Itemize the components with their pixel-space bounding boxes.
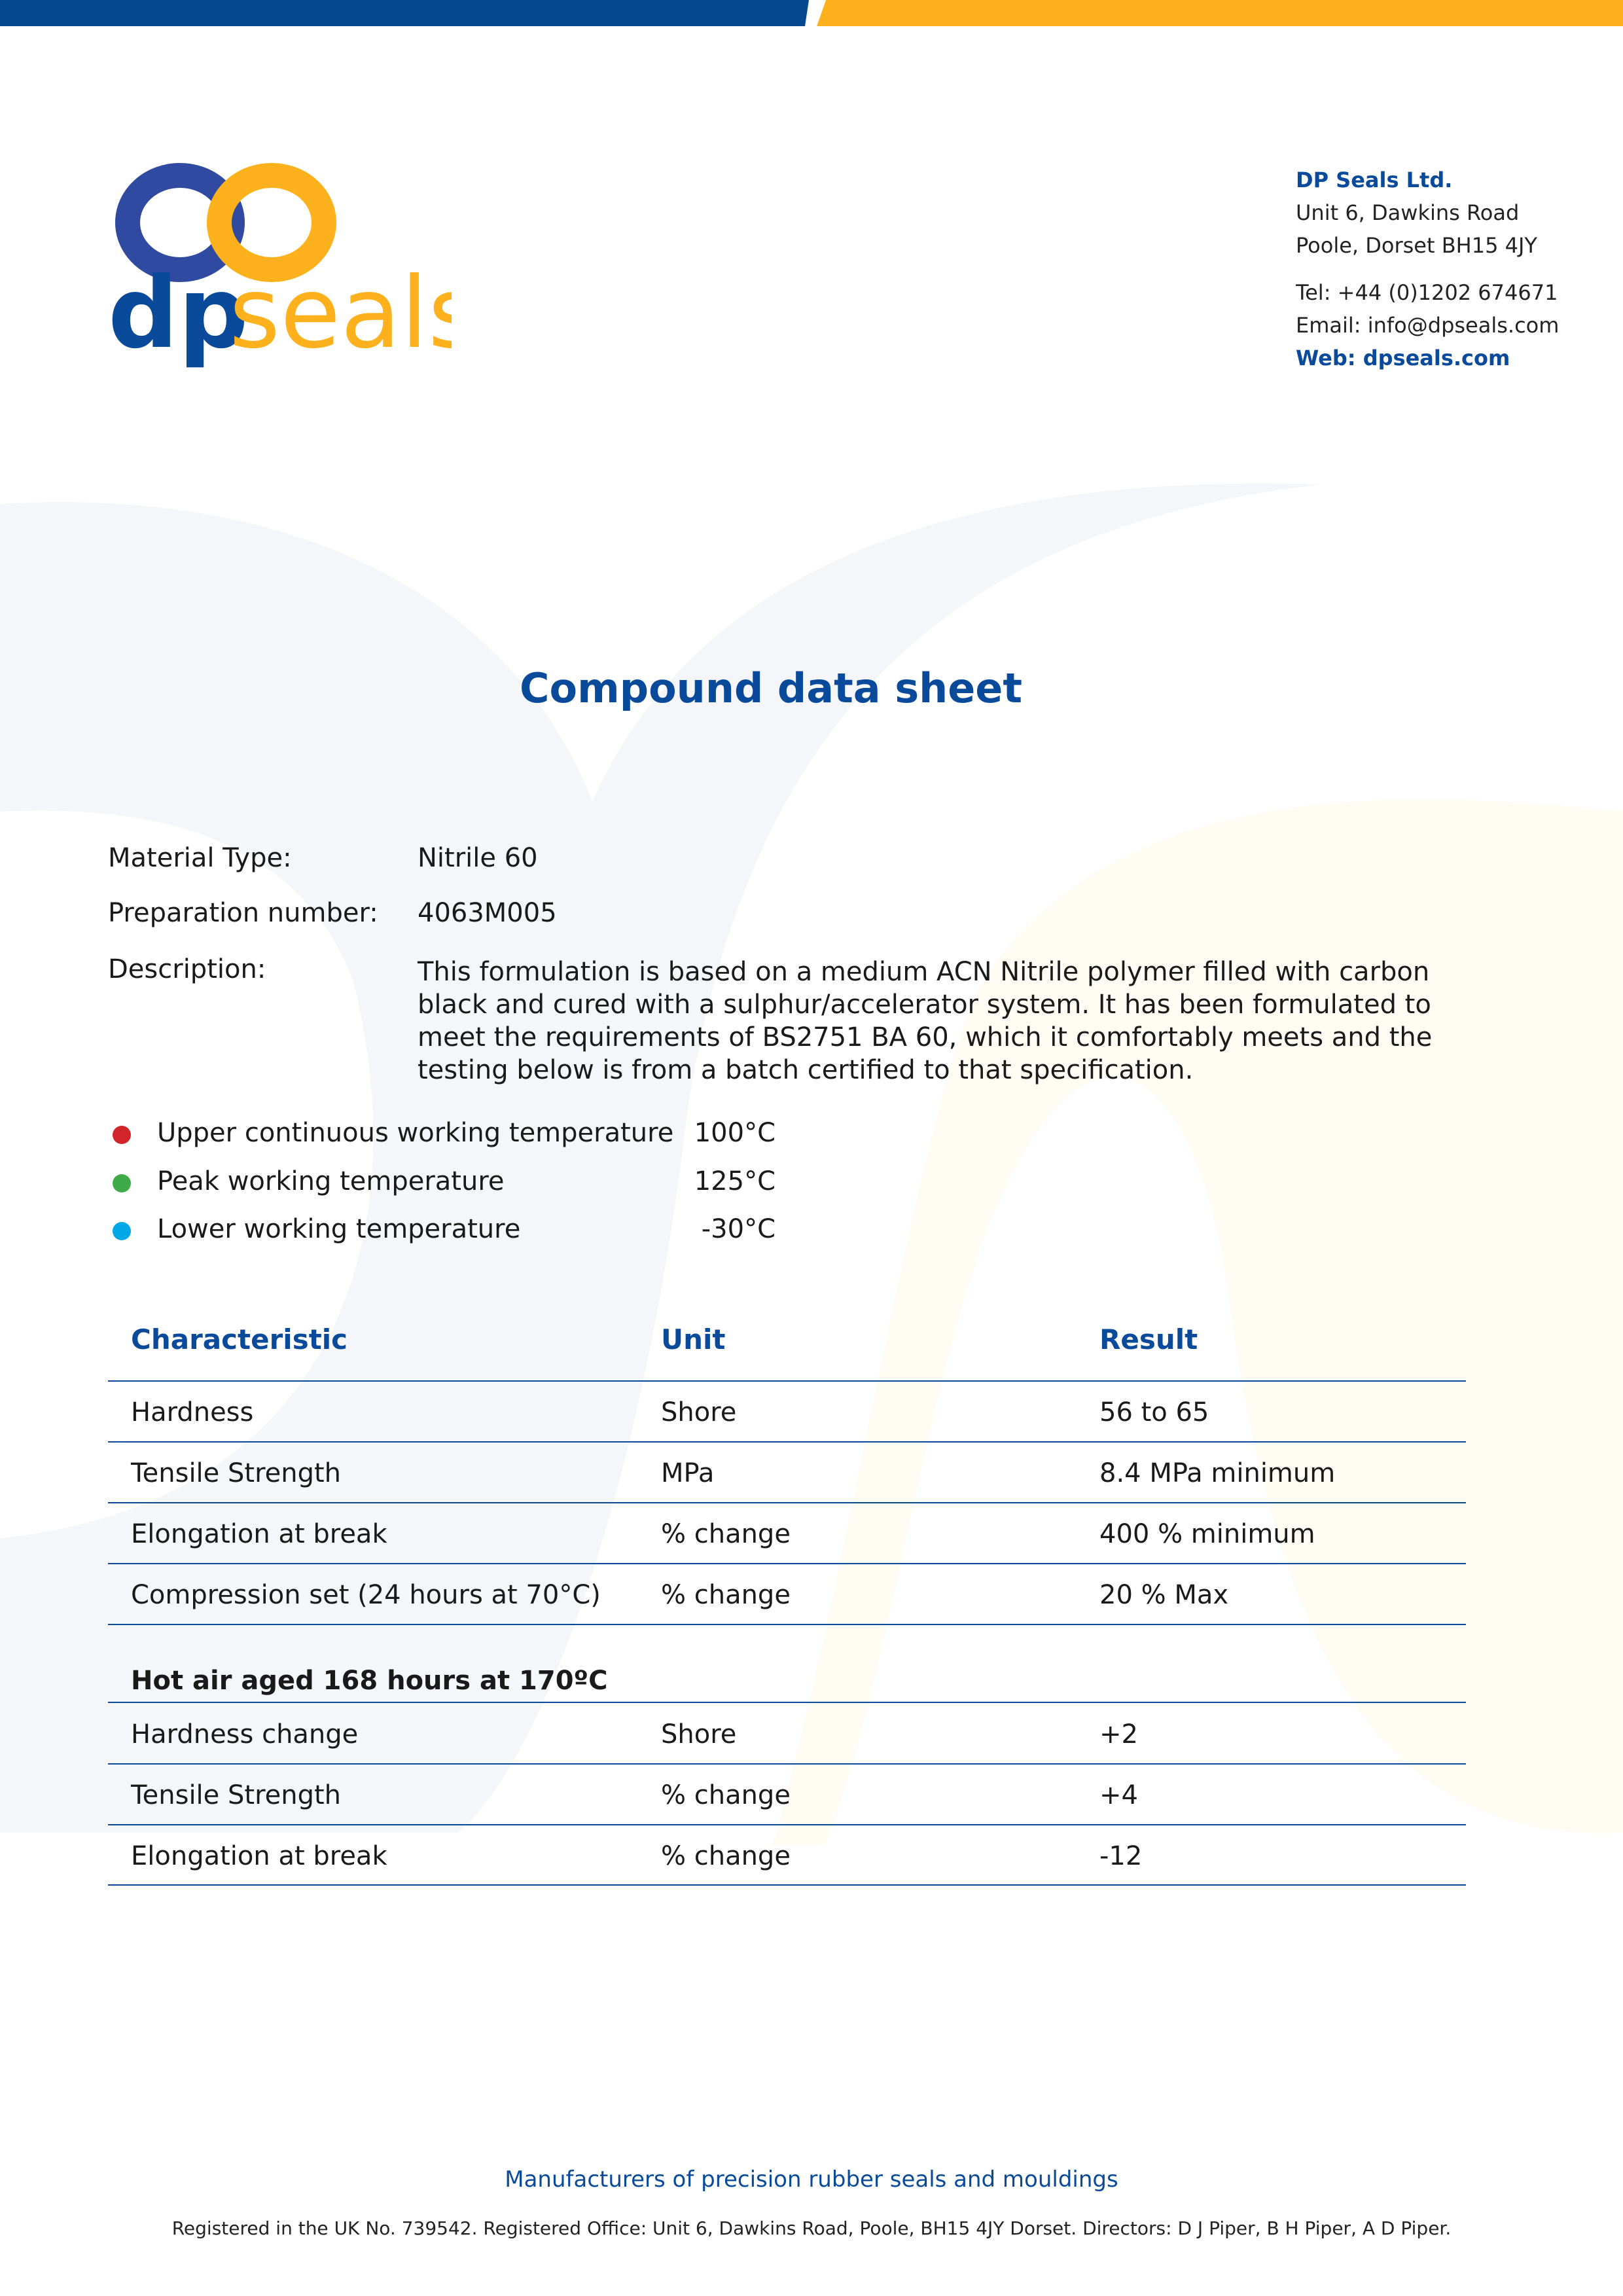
header-characteristic: Characteristic xyxy=(131,1323,348,1355)
material-type-value: Nitrile 60 xyxy=(418,843,538,873)
header-result: Result xyxy=(1099,1323,1198,1355)
table-row-characteristic: Tensile Strength xyxy=(131,1458,342,1488)
preparation-number-label: Preparation number: xyxy=(108,898,378,928)
blue-bullet-icon xyxy=(113,1222,131,1240)
table-row-unit: % change xyxy=(661,1519,791,1549)
telephone: Tel: +44 (0)1202 674671 xyxy=(1296,280,1558,305)
description-value: This formulation is based on a medium AC… xyxy=(418,957,1433,1085)
email: Email: info@dpseals.com xyxy=(1296,313,1560,338)
table-row-characteristic: Tensile Strength xyxy=(131,1780,342,1810)
temp-lower-label: Lower working temperature xyxy=(157,1214,521,1244)
divider xyxy=(108,1884,1466,1886)
description-label: Description: xyxy=(108,954,266,984)
table-row-result: +2 xyxy=(1099,1719,1138,1749)
svg-text:seals: seals xyxy=(229,257,452,370)
footer-tagline: Manufacturers of precision rubber seals … xyxy=(505,2166,1118,2193)
table-row-unit: MPa xyxy=(661,1458,715,1488)
divider xyxy=(108,1702,1466,1703)
divider xyxy=(108,1502,1466,1503)
divider xyxy=(108,1441,1466,1443)
table-row-characteristic: Hardness change xyxy=(131,1719,359,1749)
table-row-result: 56 to 65 xyxy=(1099,1397,1209,1427)
table-row-result: 8.4 MPa minimum xyxy=(1099,1458,1336,1488)
table-row-characteristic: Compression set (24 hours at 70°C) xyxy=(131,1580,601,1610)
divider xyxy=(108,1763,1466,1765)
website-link[interactable]: Web: dpseals.com xyxy=(1296,346,1510,370)
page-title: Compound data sheet xyxy=(520,664,1022,712)
svg-text:dp: dp xyxy=(108,257,249,370)
company-name: DP Seals Ltd. xyxy=(1296,168,1453,192)
table-row-result: +4 xyxy=(1099,1780,1138,1810)
contact-block: DP Seals Ltd. Unit 6, Dawkins Road Poole… xyxy=(1296,164,1559,374)
footer-registration: Registered in the UK No. 739542. Registe… xyxy=(171,2217,1452,2239)
temp-lower-value: -30°C xyxy=(701,1214,776,1244)
table-row-characteristic: Elongation at break xyxy=(131,1519,387,1549)
temp-upper-value: 100°C xyxy=(694,1118,776,1148)
section-title-hot-air-aged: Hot air aged 168 hours at 170ºC xyxy=(131,1666,608,1696)
top-bar-blue xyxy=(0,0,812,26)
temp-peak-value: 125°C xyxy=(694,1166,776,1196)
preparation-number-value: 4063M005 xyxy=(418,898,557,928)
divider xyxy=(108,1824,1466,1825)
divider xyxy=(108,1624,1466,1625)
table-row-result: -12 xyxy=(1099,1841,1143,1871)
table-row-unit: % change xyxy=(661,1580,791,1610)
material-type-label: Material Type: xyxy=(108,843,292,873)
divider xyxy=(108,1380,1466,1382)
table-row-unit: Shore xyxy=(661,1397,737,1427)
table-row-result: 400 % minimum xyxy=(1099,1519,1315,1549)
address-line-1: Unit 6, Dawkins Road xyxy=(1296,200,1520,225)
table-row-unit: Shore xyxy=(661,1719,737,1749)
green-bullet-icon xyxy=(113,1174,131,1193)
table-row-characteristic: Elongation at break xyxy=(131,1841,387,1871)
table-row-unit: % change xyxy=(661,1780,791,1810)
top-bar-yellow xyxy=(817,0,1623,26)
divider xyxy=(108,1563,1466,1564)
temp-upper-label: Upper continuous working temperature xyxy=(157,1118,674,1148)
red-bullet-icon xyxy=(113,1126,131,1144)
table-row-result: 20 % Max xyxy=(1099,1580,1229,1610)
table-row-characteristic: Hardness xyxy=(131,1397,254,1427)
address-line-2: Poole, Dorset BH15 4JY xyxy=(1296,233,1537,258)
table-row-unit: % change xyxy=(661,1841,791,1871)
header-unit: Unit xyxy=(661,1323,726,1355)
temp-peak-label: Peak working temperature xyxy=(157,1166,505,1196)
logo: dp seals xyxy=(108,163,452,370)
